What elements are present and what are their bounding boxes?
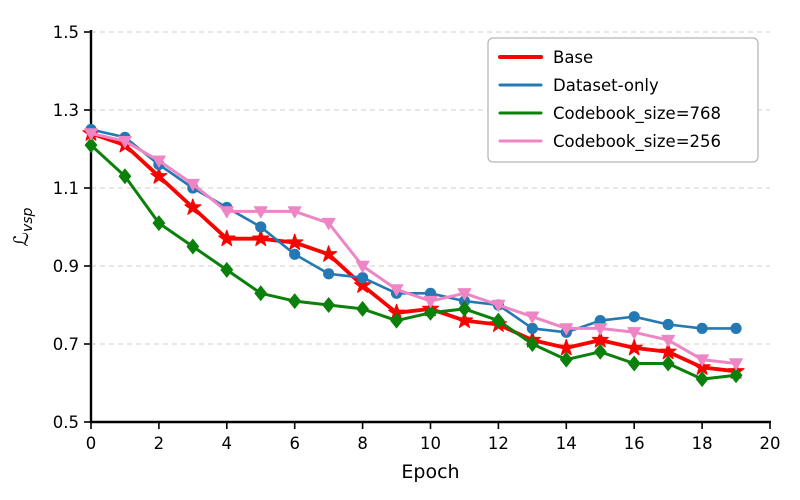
x-tick-label: 18 [692, 434, 713, 453]
series-codebook-size-256-marker [423, 295, 438, 308]
series-base-marker [693, 358, 711, 375]
series-codebook-size-768-marker [84, 137, 98, 154]
series-dataset-only-marker [730, 322, 742, 334]
series-base-marker [659, 342, 677, 360]
series-codebook-size-256-marker [457, 288, 472, 301]
series-codebook-size-768-marker [152, 215, 166, 232]
series-codebook-size-768-marker [322, 297, 336, 313]
series-dataset-only-marker [662, 318, 674, 331]
series-codebook-size-768-marker [458, 300, 471, 317]
series-base-marker [320, 245, 338, 262]
y-axis-label: ℒvsp [9, 207, 36, 246]
series-codebook-size-768-marker [661, 355, 675, 372]
series-codebook-size-768-marker [356, 300, 370, 317]
series-codebook-size-768-marker [491, 312, 505, 329]
series-codebook-size-256-marker [152, 155, 166, 168]
series-codebook-size-768-marker [390, 312, 403, 329]
series-base-marker [591, 331, 609, 348]
series-base-marker [286, 233, 304, 250]
series-codebook-size-256-marker [593, 323, 608, 336]
series-codebook-size-256-marker [729, 358, 743, 371]
series-dataset-only-marker [255, 221, 267, 233]
series-codebook-size-256-marker [84, 128, 98, 141]
series-dataset-only-marker [289, 248, 301, 260]
series-codebook-size-768-marker [220, 261, 234, 278]
series-codebook-size-256-marker [287, 206, 302, 219]
x-tick-label: 10 [420, 434, 441, 453]
series-codebook-size-256-marker [627, 327, 642, 340]
x-tick-label: 4 [222, 434, 233, 453]
series-base-line [89, 131, 738, 374]
series-codebook-size-256-marker [185, 178, 200, 191]
x-axis-label: Epoch [401, 461, 459, 483]
y-tick-label: 1.1 [53, 179, 79, 198]
legend-item-label: Codebook_size=768 [553, 104, 721, 124]
series-codebook-size-256-marker [491, 299, 506, 312]
series-codebook-size-768-line [89, 143, 738, 381]
series-dataset-only-marker [696, 322, 708, 334]
series-dataset-only-marker [323, 268, 335, 280]
legend-item-label: Base [553, 48, 593, 67]
series-codebook-size-768-marker [186, 238, 200, 255]
series-codebook-size-256-marker [253, 206, 268, 219]
series-codebook-size-256-marker [355, 260, 370, 273]
series-base-marker [455, 311, 473, 328]
series-base-marker [625, 338, 643, 356]
series-base-marker [354, 276, 372, 293]
series-codebook-size-256-line [89, 131, 738, 365]
y-tick-label: 0.7 [53, 335, 79, 354]
y-tick-label: 0.5 [53, 413, 79, 432]
series-codebook-size-256-marker [525, 311, 540, 324]
x-tick-label: 6 [289, 434, 300, 453]
y-tick-label: 1.5 [53, 23, 79, 42]
y-tick-label: 0.9 [53, 257, 79, 276]
series-codebook-size-256-marker [559, 323, 574, 336]
series-codebook-size-768-marker [627, 355, 641, 372]
series-dataset-only-line [89, 128, 738, 334]
series-codebook-size-768-marker [695, 371, 709, 388]
series-base-marker [557, 338, 575, 356]
series-base-marker [218, 229, 236, 247]
x-tick-label: 2 [154, 434, 165, 453]
series-dataset-only-marker [526, 322, 538, 334]
x-tick-label: 20 [760, 434, 781, 453]
series-codebook-size-768-marker [424, 304, 437, 321]
x-tick-label: 14 [556, 434, 577, 453]
x-tick-label: 8 [357, 434, 368, 453]
series-codebook-size-256-marker [661, 334, 676, 347]
series-codebook-size-256-marker [389, 284, 404, 297]
legend-box [487, 37, 759, 163]
series-codebook-size-768-marker [729, 367, 743, 384]
series-codebook-size-256-marker [321, 217, 336, 230]
x-tick-label: 12 [488, 434, 509, 453]
x-tick-label: 0 [86, 434, 97, 453]
y-tick-label: 1.3 [53, 101, 79, 120]
series-codebook-size-768-marker [593, 343, 607, 360]
series-base-marker [252, 229, 270, 247]
x-tick-label: 16 [624, 434, 645, 453]
series-codebook-size-256-marker [695, 354, 709, 367]
series-codebook-size-256-marker [219, 206, 234, 219]
series-base-marker [184, 198, 202, 215]
legend-item-label: Dataset-only [553, 76, 659, 95]
series-codebook-size-768-marker [525, 336, 539, 352]
series-codebook-size-768-marker [118, 168, 132, 185]
series-codebook-size-768-marker [288, 293, 302, 310]
legend-item-label: Codebook_size=256 [553, 132, 721, 152]
series-dataset-only-marker [357, 272, 369, 284]
series-codebook-size-768-marker [254, 285, 268, 302]
series-base-marker [150, 167, 168, 184]
series-codebook-size-256-marker [118, 136, 132, 149]
series-dataset-only-marker [628, 311, 640, 323]
series-codebook-size-768-marker [559, 351, 573, 368]
